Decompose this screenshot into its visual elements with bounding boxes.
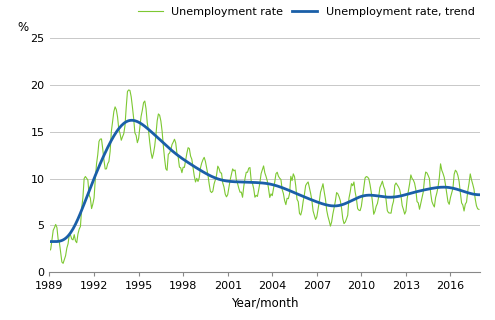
Unemployment rate: [184, 151, 190, 155]
Text: %: %: [17, 21, 28, 34]
Unemployment rate, trend: [51, 240, 57, 244]
Unemployment rate: [47, 249, 52, 253]
Unemployment rate, trend: [47, 240, 52, 244]
Unemployment rate, trend: [128, 118, 134, 122]
Unemployment rate, trend: [279, 186, 285, 189]
X-axis label: Year/month: Year/month: [231, 297, 298, 309]
Line: Unemployment rate, trend: Unemployment rate, trend: [50, 120, 479, 242]
Unemployment rate: [476, 207, 482, 211]
Unemployment rate: [126, 88, 132, 92]
Unemployment rate: [165, 152, 171, 156]
Unemployment rate: [339, 206, 345, 210]
Unemployment rate: [203, 166, 209, 170]
Unemployment rate, trend: [476, 193, 482, 197]
Legend: Unemployment rate, Unemployment rate, trend: Unemployment rate, Unemployment rate, tr…: [138, 7, 475, 17]
Unemployment rate: [60, 261, 66, 265]
Unemployment rate, trend: [165, 146, 171, 149]
Unemployment rate, trend: [184, 160, 190, 164]
Unemployment rate, trend: [203, 172, 209, 176]
Unemployment rate, trend: [252, 180, 258, 184]
Line: Unemployment rate: Unemployment rate: [50, 90, 479, 263]
Unemployment rate, trend: [339, 203, 345, 207]
Unemployment rate: [252, 195, 258, 199]
Unemployment rate: [279, 188, 285, 191]
